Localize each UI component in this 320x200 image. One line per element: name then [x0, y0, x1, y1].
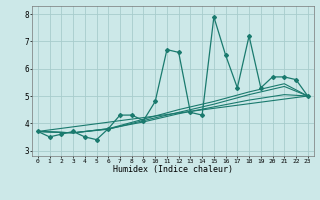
- X-axis label: Humidex (Indice chaleur): Humidex (Indice chaleur): [113, 165, 233, 174]
